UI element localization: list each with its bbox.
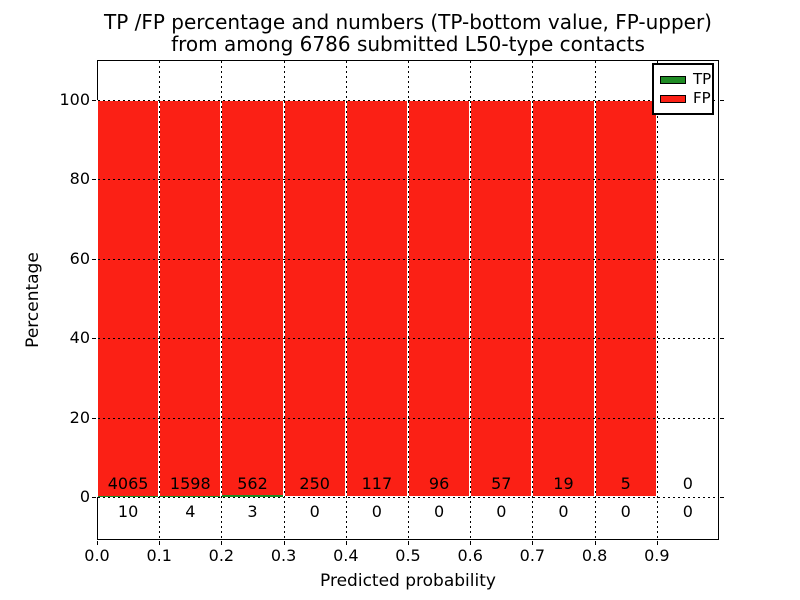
chart-title-line1: TP /FP percentage and numbers (TP-bottom… bbox=[104, 10, 712, 34]
gridline-v bbox=[283, 61, 285, 539]
fp-count-label: 19 bbox=[553, 474, 574, 493]
x-tick-label: 0.1 bbox=[146, 546, 172, 565]
x-tick-mark bbox=[159, 541, 161, 545]
fp-count-label: 250 bbox=[299, 474, 330, 493]
legend: TP FP bbox=[652, 63, 714, 115]
x-tick-label: 0.3 bbox=[270, 546, 297, 565]
gridline-v bbox=[159, 61, 161, 539]
y-tick-mark bbox=[720, 100, 724, 101]
tp-bar bbox=[98, 496, 159, 497]
gridline-v bbox=[532, 61, 534, 539]
fp-count-label: 4065 bbox=[107, 474, 149, 493]
tp-count-label: 4 bbox=[185, 502, 196, 521]
tp-count-label: 3 bbox=[247, 502, 258, 521]
legend-entry-fp: FP bbox=[660, 89, 711, 108]
tp-count-label: 0 bbox=[434, 502, 445, 521]
y-tick-mark bbox=[720, 338, 724, 340]
x-tick-mark bbox=[532, 541, 534, 545]
y-tick-label: 100 bbox=[59, 90, 90, 109]
y-tick-mark bbox=[720, 417, 724, 419]
legend-entry-tp: TP bbox=[660, 70, 711, 89]
fp-bar bbox=[283, 100, 346, 497]
y-tick-mark bbox=[720, 497, 724, 498]
x-tick-label: 0.5 bbox=[395, 546, 421, 565]
fp-count-label: 1598 bbox=[169, 474, 211, 493]
y-tick-label: 60 bbox=[69, 248, 90, 268]
legend-label-fp: FP bbox=[693, 89, 711, 107]
gridline-v bbox=[656, 61, 658, 539]
x-tick-label: 0.2 bbox=[208, 546, 235, 565]
fp-bar bbox=[532, 100, 595, 497]
gridline-v bbox=[470, 61, 472, 539]
chart-title: TP /FP percentage and numbers (TP-bottom… bbox=[97, 11, 719, 55]
x-tick-label: 0.9 bbox=[644, 546, 670, 565]
legend-swatch-tp-icon bbox=[660, 75, 686, 84]
y-tick-label: 40 bbox=[69, 328, 90, 348]
y-tick-label: 0 bbox=[79, 487, 90, 506]
y-tick-mark bbox=[92, 258, 96, 260]
y-tick-mark bbox=[92, 100, 96, 101]
fp-bar bbox=[408, 100, 471, 497]
y-tick-mark bbox=[92, 179, 96, 181]
y-tick-mark bbox=[720, 179, 724, 181]
gridline-v bbox=[408, 61, 409, 539]
x-tick-mark bbox=[97, 541, 98, 545]
tp-count-label: 0 bbox=[620, 502, 631, 521]
x-tick-mark bbox=[470, 541, 472, 545]
y-tick-mark bbox=[92, 417, 96, 419]
tp-count-label: 0 bbox=[496, 502, 507, 521]
x-tick-mark bbox=[408, 541, 409, 545]
x-tick-mark bbox=[656, 541, 658, 545]
fp-count-label: 96 bbox=[428, 474, 450, 493]
fp-bar bbox=[345, 100, 408, 497]
fp-count-label: 57 bbox=[491, 474, 512, 493]
legend-label-tp: TP bbox=[693, 70, 712, 88]
x-tick-mark bbox=[221, 541, 223, 545]
chart-title-line2: from among 6786 submitted L50-type conta… bbox=[171, 32, 645, 56]
y-tick-mark bbox=[720, 258, 724, 260]
y-tick-mark bbox=[92, 338, 96, 340]
y-tick-label: 80 bbox=[69, 169, 90, 189]
x-tick-label: 0.8 bbox=[581, 546, 608, 565]
gridline-v bbox=[594, 61, 596, 539]
tp-count-label: 0 bbox=[371, 502, 382, 521]
fp-bar bbox=[159, 100, 222, 497]
x-tick-mark bbox=[594, 541, 596, 545]
x-tick-mark bbox=[345, 541, 347, 545]
fp-bar bbox=[594, 100, 657, 497]
y-tick-label: 20 bbox=[69, 407, 90, 427]
fp-bar bbox=[470, 100, 533, 497]
x-tick-label: 0.0 bbox=[84, 546, 110, 565]
tp-bar bbox=[222, 495, 283, 497]
x-tick-label: 0.4 bbox=[333, 546, 359, 565]
tp-count-label: 0 bbox=[682, 502, 693, 521]
fp-bar bbox=[221, 100, 284, 497]
fp-count-label: 117 bbox=[361, 474, 393, 493]
x-tick-label: 0.6 bbox=[457, 546, 483, 565]
x-tick-label: 0.7 bbox=[519, 546, 546, 565]
tp-count-label: 0 bbox=[558, 502, 569, 521]
y-tick-mark bbox=[92, 497, 96, 498]
fp-count-label: 0 bbox=[682, 474, 693, 493]
x-tick-mark bbox=[283, 541, 285, 545]
gridline-v bbox=[221, 61, 223, 539]
x-axis-label: Predicted probability bbox=[320, 571, 496, 591]
tp-bar bbox=[160, 496, 221, 497]
fp-count-label: 5 bbox=[620, 474, 631, 493]
fp-bar bbox=[97, 100, 160, 497]
gridline-v bbox=[345, 61, 347, 539]
fp-count-label: 562 bbox=[237, 474, 268, 493]
legend-swatch-fp-icon bbox=[660, 94, 686, 103]
tp-count-label: 10 bbox=[117, 502, 139, 521]
tp-count-label: 0 bbox=[309, 502, 320, 521]
